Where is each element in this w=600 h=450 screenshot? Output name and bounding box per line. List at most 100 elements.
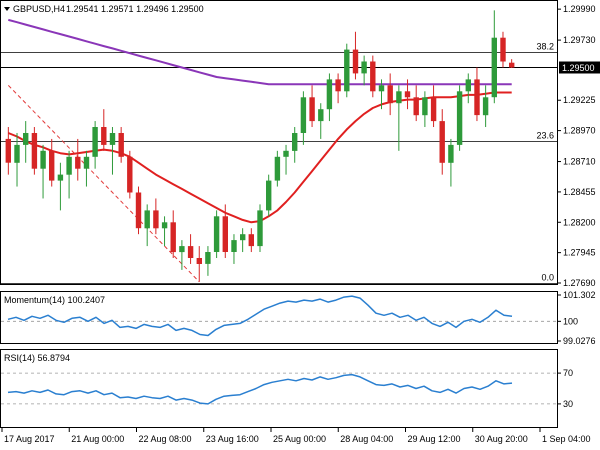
candle [101,109,107,151]
time-tick-label: 23 Aug 16:00 [206,434,259,444]
candle [500,31,506,68]
time-tick-label: 21 Aug 00:00 [71,434,124,444]
time-tick-label: 1 Sep 04:00 [542,434,591,444]
time-axis: 17 Aug 2017 21 Aug 00:00 22 Aug 08:00 23 Au… [1,428,591,444]
candle [344,43,350,98]
candle [187,234,194,264]
fib-level-label-2: 0.0 [541,273,554,283]
time-tick-label: 30 Aug 20:00 [475,434,528,444]
candle [413,85,419,122]
candle [231,234,237,264]
candle [309,85,315,128]
ohlc-readout: 1.29541 1.29571 1.29496 1.29500 [66,4,204,14]
candle [352,31,359,80]
symbol-dropdown-icon[interactable] [4,7,10,11]
momentum-tick-label: 99.0276 [563,336,596,346]
candle [491,10,497,104]
price-tick-label: 1.29225 [563,95,596,105]
candle [378,79,385,110]
candle [266,174,272,217]
current-price-tag-label: 1.29500 [562,63,595,73]
time-tick-label: 17 Aug 2017 [4,434,55,444]
candle [40,144,46,199]
price-tick-label: 1.28200 [563,217,596,227]
candle [326,73,333,122]
candle [240,228,246,253]
time-tick-label: 28 Aug 04:00 [340,434,393,444]
candle [213,210,220,258]
rsi-title: RSI(14) 56.8794 [4,353,70,363]
fib-level-label-0: 38.2 [536,42,554,52]
momentum-line [7,295,513,337]
candle [482,85,489,128]
candle [31,127,38,175]
price-tick-label: 1.28455 [563,187,596,197]
price-axis: 1.29990 1.29730 1.29225 1.28970 1.28710 1.284… [557,4,600,288]
rsi-tick-label: 70 [563,368,573,378]
momentum-tick-label: 100 [563,316,578,326]
time-tick-label: 25 Aug 00:00 [273,434,326,444]
momentum-tick-label: 101.302 [563,290,596,300]
candle [144,204,150,247]
candle [396,85,402,151]
momentum-panel-frame [0,291,558,344]
candle [387,73,393,116]
candle [248,228,254,253]
rsi-line [7,373,513,405]
candle [222,204,228,258]
rsi-tick-label: 30 [563,399,573,409]
price-tick-label: 1.28970 [563,126,596,136]
candle [75,138,81,181]
candle [66,150,72,199]
time-tick-label: 29 Aug 12:00 [408,434,461,444]
main-static-layer: 38.2 23.6 0.0 [1,42,557,284]
current-price-tag: 1.29500 [559,61,600,74]
candle [456,85,463,151]
candle [14,132,20,187]
candle [23,121,29,163]
rsi-layer: 70 30 [1,368,573,409]
candle [170,210,176,258]
price-tick-label: 1.27690 [563,278,596,288]
momentum-layer: 101.302 100 99.0276 [1,290,596,346]
candle [300,91,307,145]
candle [404,79,411,110]
candle [430,85,437,128]
symbol-label: GBPUSD,H4 [13,4,65,14]
candle [92,121,98,169]
candle [448,138,454,187]
rsi-panel-frame [0,349,558,428]
sma200-line [8,18,512,86]
candle [109,127,116,175]
price-tick-label: 1.27945 [563,248,596,258]
main-panel-frame [0,0,558,285]
candle [509,59,515,68]
candles-layer [5,10,515,282]
candle [439,109,445,175]
fib-level-label-1: 23.6 [536,131,554,141]
candle [335,73,341,104]
candle [196,246,202,282]
momentum-title: Momentum(14) 100.2407 [4,295,105,305]
fib-trend-line [7,84,200,283]
candle [283,144,289,175]
candle [118,127,124,163]
candle [49,138,55,187]
candle [205,246,211,276]
price-tick-label: 1.28710 [563,157,596,167]
candle [135,186,142,235]
candle [292,127,298,163]
candle [474,67,480,122]
price-tick-label: 1.29990 [563,4,596,14]
candle [361,55,367,86]
candle [153,198,159,235]
candle [57,162,64,211]
price-tick-label: 1.29730 [563,35,596,45]
candle [127,150,133,199]
candle [5,127,11,175]
candle [257,204,263,253]
candle [465,73,471,104]
candle [274,150,281,187]
candle [370,55,376,98]
